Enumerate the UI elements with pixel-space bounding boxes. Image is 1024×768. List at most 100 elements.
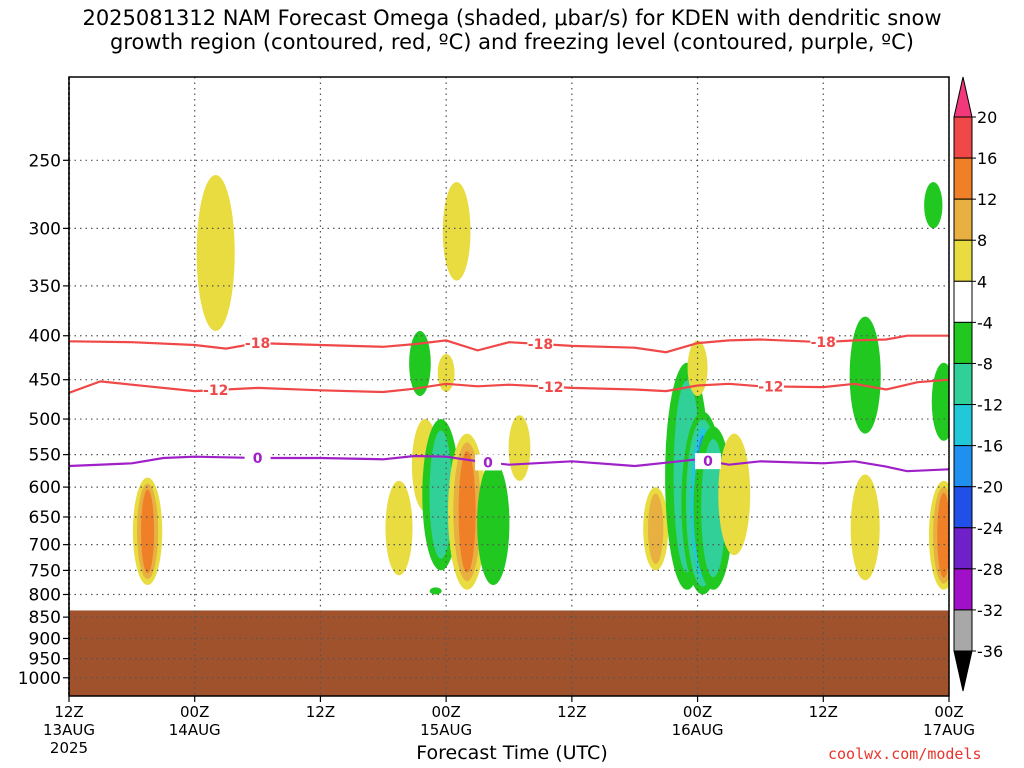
terrain-fill [69, 610, 949, 696]
colorbar: 20 16 12 8 4 -4 -8 -12 -16 -20 -24 -28 -32 -36 [953, 76, 1003, 692]
omega-cell-18-0 [849, 316, 881, 434]
contour-lines: -18 -18 -18 -12 -12 -12 0 0 0 [69, 334, 949, 473]
omega-cell-9-0 [477, 461, 510, 586]
omega-cell-10-0 [508, 415, 531, 481]
omega-cell-1-0 [196, 174, 235, 332]
contour-label-0-0: 0 [253, 451, 263, 467]
omega-cell-6-0 [442, 182, 471, 281]
omega-cell-22-2 [937, 492, 949, 578]
omega-cell-20-0 [924, 182, 943, 229]
contour-line--12 [69, 378, 949, 394]
colorbar-bottom-triangle [953, 650, 973, 692]
x-tick-label-0: 12Z [54, 703, 83, 721]
x-tick-label-12: 00Z [180, 703, 209, 721]
omega-cell-8-2 [458, 451, 476, 573]
colorbar-bin-9 [953, 486, 973, 529]
contour-label-bg--12-1 [537, 378, 564, 395]
omega-cell-3-0 [409, 331, 431, 396]
contour-label-bg-0-2 [695, 453, 722, 470]
colorbar-bin-5 [953, 321, 973, 364]
contour-label-bg--12-2 [757, 378, 784, 395]
x-tick-label-72: 12Z [809, 703, 838, 721]
colorbar-label-6: -8 [977, 354, 993, 373]
y-tick-label-1000: 1000 [18, 669, 61, 689]
colorbar-bin-1 [953, 157, 973, 200]
contour-line-0 [69, 454, 949, 473]
y-tick-label-900: 900 [29, 629, 61, 649]
colorbar-bin-4 [953, 280, 973, 323]
omega-cell-12-1 [647, 493, 664, 564]
contour-label-0-1: 0 [483, 455, 493, 471]
colorbar-label-3: 8 [977, 231, 987, 250]
y-tick-label-800: 800 [29, 585, 61, 605]
contour-label--18-0: -18 [245, 336, 270, 352]
y-tick-label-650: 650 [29, 508, 61, 528]
omega-cell-11-0 [429, 587, 442, 595]
y-axis-ticks: 2503003504004505005506006507007508008509… [18, 151, 69, 689]
credit-text: coolwx.com/models [828, 745, 982, 763]
omega-cell-19-0 [850, 474, 880, 581]
colorbar-top-triangle [953, 76, 973, 118]
contour-label--18-1: -18 [528, 337, 553, 353]
colorbar-label-12: -32 [977, 601, 1003, 620]
colorbar-label-2: 12 [977, 190, 997, 209]
colorbar-label-0: 20 [977, 108, 997, 127]
colorbar-bin-3 [953, 239, 973, 282]
contour-label-bg--18-2 [810, 334, 837, 351]
y-tick-label-350: 350 [29, 277, 61, 297]
terrain-rect [69, 610, 949, 696]
x-tick-date-84: 17AUG [923, 721, 975, 739]
colorbar-bin-2 [953, 198, 973, 241]
contour-label-bg-0-1 [475, 454, 502, 471]
x-tick-date-36: 15AUG [420, 721, 472, 739]
colorbar-bin-6 [953, 362, 973, 406]
omega-cell-21-0 [931, 362, 949, 441]
y-tick-label-550: 550 [29, 446, 61, 466]
omega-cell-2-0 [385, 480, 413, 576]
colorbar-label-8: -16 [977, 437, 1003, 456]
contour-label--12-1: -12 [538, 380, 563, 396]
colorbar-label-7: -12 [977, 396, 1003, 415]
x-tick-label-24: 12Z [306, 703, 335, 721]
y-tick-label-850: 850 [29, 608, 61, 628]
colorbar-bin-8 [953, 445, 973, 488]
x-tick-date-60: 16AUG [672, 721, 724, 739]
colorbar-bin-11 [953, 568, 973, 611]
colorbar-bin-0 [953, 116, 973, 159]
x-tick-label-48: 12Z [557, 703, 586, 721]
x-tick-date-0: 13AUG [43, 721, 95, 739]
y-tick-label-750: 750 [29, 561, 61, 581]
x-tick-year-0: 2025 [50, 739, 88, 757]
x-tick-label-84: 00Z [934, 703, 963, 721]
contour-label-bg--18-1 [527, 336, 554, 353]
y-tick-label-600: 600 [29, 478, 61, 498]
omega-cell-17-0 [718, 433, 751, 556]
contour-label-bg--18-0 [244, 335, 271, 352]
chart-title: 2025081312 NAM Forecast Omega (shaded, μ… [82, 6, 942, 54]
contour-label--12-2: -12 [758, 379, 783, 395]
omega-cell-5-0 [437, 353, 455, 392]
contour-label--12-0: -12 [203, 383, 228, 399]
colorbar-label-1: 16 [977, 149, 997, 168]
y-tick-label-400: 400 [29, 327, 61, 347]
colorbar-bin-7 [953, 404, 973, 447]
colorbar-bin-10 [953, 527, 973, 570]
contour-label-bg-0-0 [244, 449, 271, 466]
y-tick-label-300: 300 [29, 219, 61, 239]
x-tick-date-12: 14AUG [169, 721, 221, 739]
y-tick-label-450: 450 [29, 371, 61, 391]
colorbar-label-4: 4 [977, 272, 987, 291]
x-axis-label: Forecast Time (UTC) [416, 742, 608, 764]
colorbar-label-9: -20 [977, 478, 1003, 497]
y-tick-label-250: 250 [29, 151, 61, 171]
y-tick-label-500: 500 [29, 410, 61, 430]
colorbar-label-5: -4 [977, 313, 993, 332]
omega-cell-16-0 [687, 340, 708, 396]
x-tick-label-36: 00Z [431, 703, 460, 721]
colorbar-label-13: -36 [977, 642, 1003, 661]
x-tick-label-60: 00Z [683, 703, 712, 721]
contour-label-bg--12-0 [202, 382, 229, 399]
colorbar-bin-12 [953, 609, 973, 652]
